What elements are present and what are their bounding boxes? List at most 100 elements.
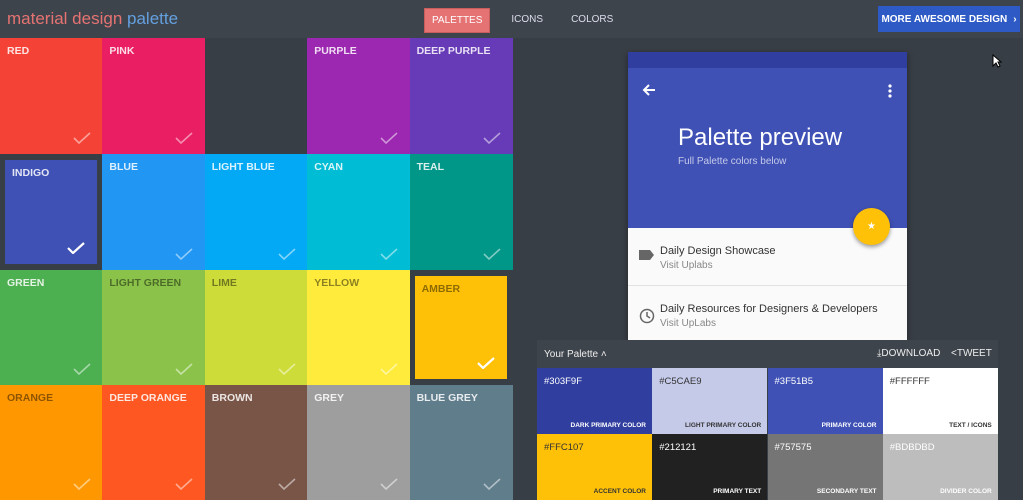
color-tile-purple[interactable]: PURPLE xyxy=(307,38,411,154)
check-icon xyxy=(483,132,501,144)
color-tile-deep-purple[interactable]: DEEP PURPLE xyxy=(409,38,513,154)
check-icon xyxy=(483,478,501,490)
palette-swatch[interactable]: #757575 SECONDARY TEXT xyxy=(767,434,883,500)
chevron-right-icon: › xyxy=(1013,13,1017,25)
palette-swatch[interactable]: #212121 PRIMARY TEXT xyxy=(652,434,768,500)
color-name: RED xyxy=(7,45,30,57)
more-vert-icon[interactable] xyxy=(887,83,893,99)
list-item[interactable]: Daily Design Showcase Visit Uplabs xyxy=(628,228,907,286)
color-grid: RED PINK PURPLE DEEP PURPLE INDIGO BLUE LIGHT … xyxy=(0,38,513,500)
color-tile-red[interactable]: RED xyxy=(0,38,103,154)
check-icon xyxy=(278,363,296,375)
palette-preview-card: Palette preview Full Palette colors belo… xyxy=(628,52,907,340)
swatch-role: ACCENT COLOR xyxy=(593,488,646,495)
color-name: DEEP ORANGE xyxy=(109,392,187,404)
color-tile-green[interactable]: GREEN xyxy=(0,270,103,385)
color-tile-blue[interactable]: BLUE xyxy=(102,154,206,270)
your-palette-toggle[interactable]: Your Palette ˄ xyxy=(544,349,607,360)
color-name: LIGHT BLUE xyxy=(211,161,275,173)
check-icon xyxy=(175,478,193,490)
fab-star-button[interactable]: ★ xyxy=(853,208,890,245)
palette-title: Your Palette xyxy=(544,349,599,360)
download-icon: ⤓ xyxy=(877,348,882,359)
swatch-hex: #BDBDBD xyxy=(889,442,935,453)
color-tile-light-green[interactable]: LIGHT GREEN xyxy=(102,270,206,385)
nav-colors[interactable]: COLORS xyxy=(571,14,614,25)
palette-swatch[interactable]: #FFFFFF TEXT / ICONS xyxy=(882,368,998,434)
share-icon: < xyxy=(951,348,957,359)
swatch-role: DIVIDER COLOR xyxy=(940,488,992,495)
check-icon xyxy=(278,248,296,260)
preview-toolbar: Palette preview Full Palette colors belo… xyxy=(628,68,907,228)
clock-icon xyxy=(639,308,655,324)
swatch-hex: #C5CAE9 xyxy=(659,376,702,387)
check-icon xyxy=(380,132,398,144)
color-name: BLUE GREY xyxy=(416,392,478,404)
label-icon xyxy=(639,250,654,260)
star-icon: ★ xyxy=(867,221,876,232)
swatch-hex: #3F51B5 xyxy=(774,376,814,387)
color-name: BLUE xyxy=(109,161,138,173)
palette-swatch[interactable]: #3F51B5 PRIMARY COLOR xyxy=(767,368,883,434)
logo[interactable]: material design palette xyxy=(7,9,178,29)
color-name: PURPLE xyxy=(314,45,357,57)
palette-swatch[interactable]: #BDBDBD DIVIDER COLOR xyxy=(882,434,998,500)
logo-text: material design xyxy=(7,9,123,28)
color-name: LIGHT GREEN xyxy=(109,277,182,289)
check-icon xyxy=(175,363,193,375)
more-awesome-design-button[interactable]: MORE AWESOME DESIGN › xyxy=(878,6,1020,32)
color-tile-amber[interactable]: AMBER xyxy=(410,270,513,385)
color-tile-cyan[interactable]: CYAN xyxy=(307,154,411,270)
preview-title: Palette preview xyxy=(678,124,843,151)
color-tile-brown[interactable]: BROWN xyxy=(204,385,308,500)
check-icon xyxy=(67,242,85,254)
palette-swatch[interactable]: #303F9F DARK PRIMARY COLOR xyxy=(537,368,652,434)
item-title: Daily Resources for Designers & Develope… xyxy=(660,303,878,315)
swatch-role: TEXT / ICONS xyxy=(949,422,992,429)
color-name: YELLOW xyxy=(314,277,360,289)
mouse-cursor-icon xyxy=(992,54,1002,68)
palette-swatch[interactable]: #C5CAE9 LIGHT PRIMARY COLOR xyxy=(652,368,768,434)
download-button[interactable]: ⤓DOWNLOAD xyxy=(877,348,940,359)
color-tile-grey[interactable]: GREY xyxy=(307,385,411,500)
check-icon xyxy=(175,248,193,260)
color-name: LIME xyxy=(211,277,237,289)
color-tile-pink[interactable]: PINK xyxy=(102,38,206,154)
color-name: CYAN xyxy=(314,161,343,173)
check-icon xyxy=(380,478,398,490)
color-tile-yellow[interactable]: YELLOW xyxy=(307,270,411,385)
tweet-button[interactable]: <TWEET xyxy=(951,348,992,359)
preview-subtitle: Full Palette colors below xyxy=(678,156,787,167)
back-arrow-icon[interactable] xyxy=(642,83,656,97)
nav-icons[interactable]: ICONS xyxy=(511,14,544,25)
palette-swatch[interactable]: #FFC107 ACCENT COLOR xyxy=(537,434,652,500)
swatch-role: SECONDARY TEXT xyxy=(816,488,877,495)
color-name: INDIGO xyxy=(12,167,50,179)
item-subtitle: Visit Uplabs xyxy=(660,260,713,271)
your-palette-panel: Your Palette ˄ ⤓DOWNLOAD <TWEET #303F9F D… xyxy=(537,340,998,500)
check-icon xyxy=(73,478,91,490)
color-tile-teal[interactable]: TEAL xyxy=(409,154,513,270)
swatch-hex: #303F9F xyxy=(544,376,583,387)
list-item[interactable]: Daily Resources for Designers & Develope… xyxy=(628,286,907,340)
color-name: AMBER xyxy=(421,283,461,295)
swatch-hex: #FFC107 xyxy=(544,442,584,453)
check-icon xyxy=(278,478,296,490)
color-name: BROWN xyxy=(211,392,253,404)
item-subtitle: Visit UpLabs xyxy=(660,318,716,329)
swatch-hex: #757575 xyxy=(774,442,812,453)
check-icon xyxy=(175,132,193,144)
nav-palettes[interactable]: PALETTES xyxy=(424,8,491,33)
color-name: ORANGE xyxy=(7,392,54,404)
color-tile-lime[interactable]: LIME xyxy=(204,270,308,385)
color-tile-orange[interactable]: ORANGE xyxy=(0,385,103,500)
check-icon xyxy=(73,132,91,144)
color-tile-light-blue[interactable]: LIGHT BLUE xyxy=(204,154,308,270)
color-name: TEAL xyxy=(416,161,445,173)
check-icon xyxy=(73,363,91,375)
color-name: PINK xyxy=(109,45,135,57)
color-tile-indigo[interactable]: INDIGO xyxy=(0,154,103,270)
color-tile-blue-grey[interactable]: BLUE GREY xyxy=(409,385,513,500)
tweet-label: TWEET xyxy=(956,348,992,359)
color-tile-deep-orange[interactable]: DEEP ORANGE xyxy=(102,385,206,500)
